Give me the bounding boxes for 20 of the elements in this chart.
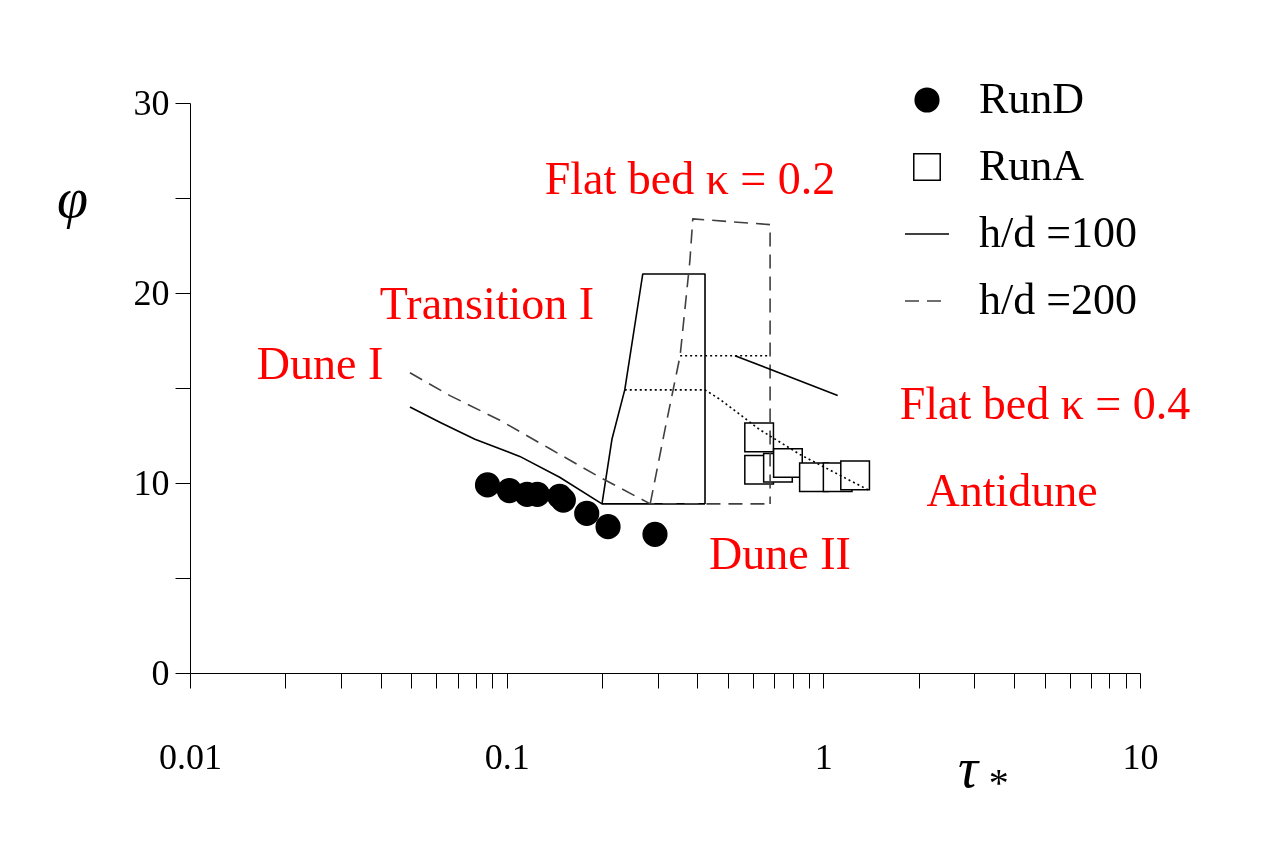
annotation: Antidune: [926, 465, 1098, 516]
x-tick-label: 10: [1122, 736, 1159, 777]
annotation: Flat bed κ = 0.2: [544, 153, 836, 204]
legend-label: h/d =200: [979, 275, 1138, 324]
x-tick-label: 0.1: [484, 736, 530, 777]
annotation: Dune I: [256, 338, 384, 389]
annotation: Flat bed κ = 0.4: [899, 378, 1191, 429]
annotation: Transition I: [379, 278, 595, 329]
x-tick-label: 1: [814, 736, 833, 777]
x-tick-label: 0.01: [159, 736, 222, 777]
y-tick-label: 10: [133, 462, 170, 503]
y-axis-title: φ: [57, 166, 88, 229]
y-tick-label: 0: [151, 652, 170, 693]
legend-label: RunA: [979, 141, 1085, 190]
annotation: Dune II: [709, 528, 851, 579]
x-axis-title: τ*: [958, 737, 1009, 805]
legend-label: RunD: [979, 74, 1085, 123]
legend-label: h/d =100: [979, 208, 1138, 257]
y-tick-label: 30: [133, 82, 170, 123]
y-tick-label: 20: [133, 272, 170, 313]
